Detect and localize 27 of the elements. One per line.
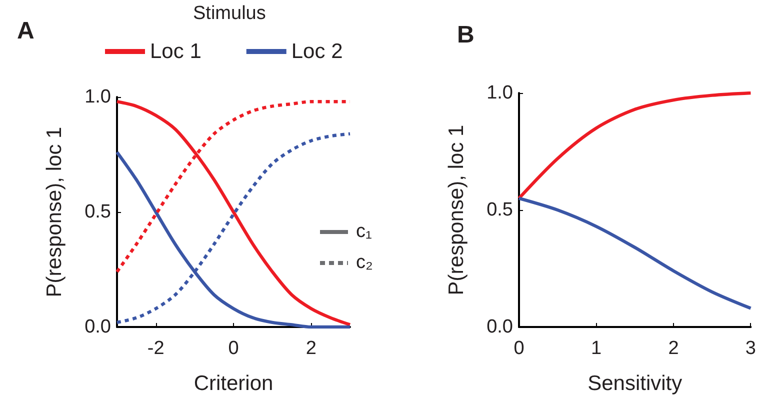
legend-title: Stimulus (193, 3, 266, 24)
y-axis-title: P(response), loc 1 (445, 124, 468, 296)
y-tick-label: 1.0 (84, 86, 111, 108)
x-tick-label: 0 (228, 338, 239, 359)
x-tick-label: -2 (147, 338, 164, 359)
legend-label: Loc 2 (291, 40, 343, 63)
chart-title: A (17, 18, 34, 44)
legend-label: Loc 1 (150, 40, 202, 63)
y-tick-label: 0.0 (486, 316, 513, 338)
y-tick-label: 0.5 (486, 200, 513, 220)
text: c₂ (356, 252, 373, 274)
y-tick-label: 1.0 (486, 82, 513, 104)
line-series (115, 100, 352, 326)
text: c₁ (356, 221, 372, 243)
x-axis-title: Sensitivity (588, 372, 683, 395)
x-axis-title: Criterion (194, 372, 274, 395)
chart-title: B (457, 22, 474, 48)
line-series (517, 196, 752, 310)
y-tick-label: 0.0 (84, 316, 111, 338)
x-tick-label: 1 (590, 338, 602, 359)
line-series (517, 91, 752, 200)
y-tick-label: 0.5 (84, 202, 111, 222)
x-tick-label: 3 (745, 338, 756, 359)
x-tick-label: 2 (306, 338, 316, 359)
x-tick-label: 0 (514, 338, 524, 359)
x-tick-label: 2 (668, 338, 679, 359)
y-axis-title: P(response), loc 1 (43, 126, 66, 298)
